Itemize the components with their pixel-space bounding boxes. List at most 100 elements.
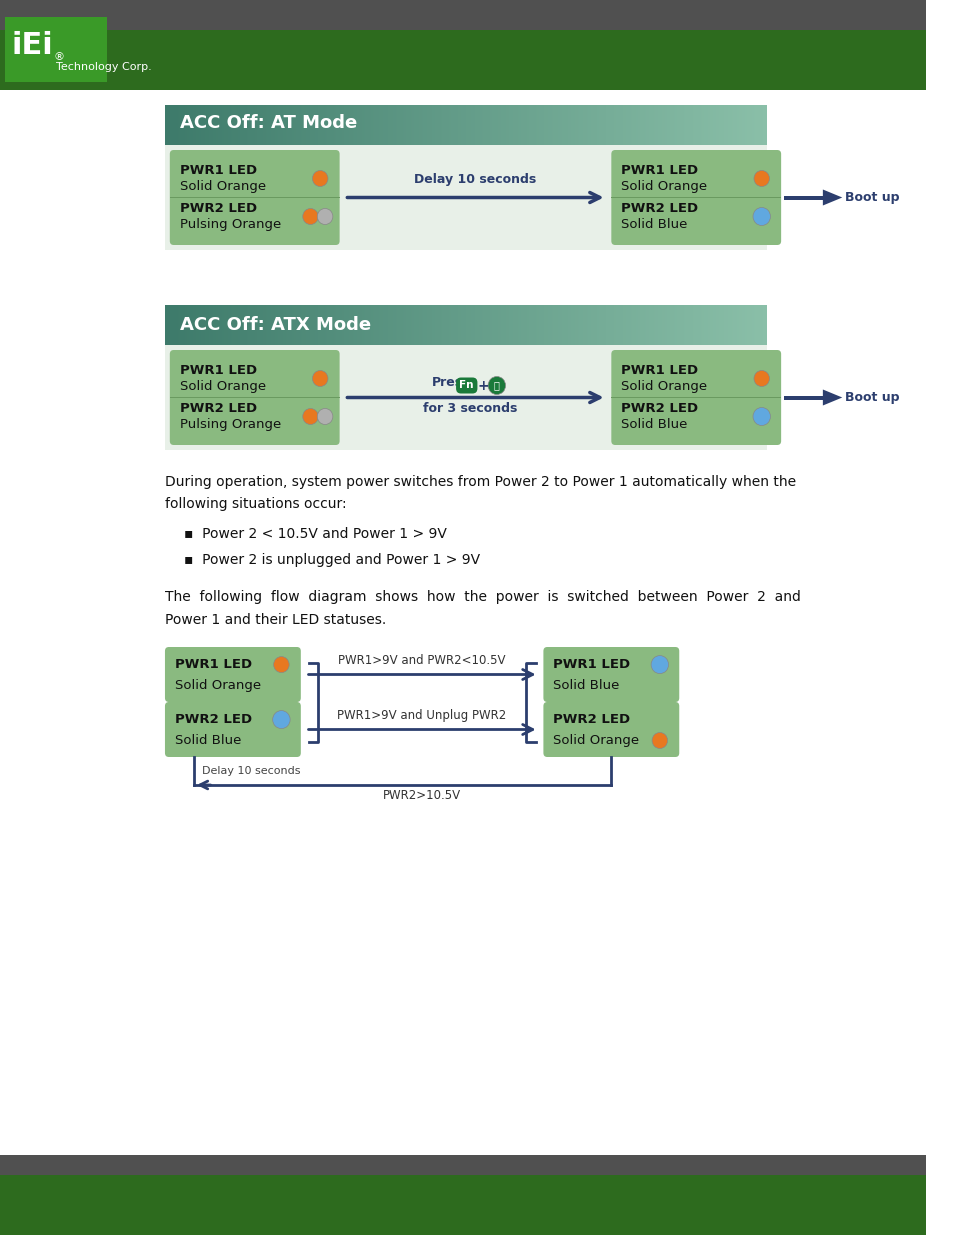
Bar <box>624 105 625 144</box>
Bar <box>591 105 592 144</box>
Bar <box>539 105 540 144</box>
Bar <box>442 305 443 345</box>
Bar <box>373 105 374 144</box>
Bar <box>468 105 469 144</box>
Bar <box>385 305 386 345</box>
Bar <box>729 105 730 144</box>
Bar <box>347 105 348 144</box>
Bar <box>230 305 231 345</box>
Bar <box>613 305 614 345</box>
Bar <box>657 105 658 144</box>
Bar <box>558 105 559 144</box>
Bar <box>553 105 554 144</box>
Bar <box>465 105 466 144</box>
Bar <box>215 105 216 144</box>
Bar <box>570 305 571 345</box>
Bar <box>620 105 621 144</box>
Bar <box>201 305 202 345</box>
Bar <box>498 305 499 345</box>
Bar <box>320 305 321 345</box>
Bar <box>577 105 578 144</box>
Bar <box>272 305 273 345</box>
Text: Fn: Fn <box>459 380 474 390</box>
Bar <box>246 305 247 345</box>
Bar <box>170 305 171 345</box>
Text: following situations occur:: following situations occur: <box>165 496 346 511</box>
Bar <box>734 105 735 144</box>
Bar <box>256 105 257 144</box>
Bar <box>758 305 759 345</box>
Bar <box>338 105 339 144</box>
Bar <box>665 305 666 345</box>
Bar <box>751 305 752 345</box>
Bar <box>328 105 329 144</box>
Bar <box>614 305 615 345</box>
Bar <box>677 305 678 345</box>
Bar <box>497 305 498 345</box>
Bar <box>567 105 568 144</box>
Bar <box>194 305 195 345</box>
Bar <box>361 305 362 345</box>
Bar <box>456 305 457 345</box>
Bar <box>686 305 687 345</box>
Bar <box>636 105 637 144</box>
Bar <box>666 105 667 144</box>
Bar <box>174 305 175 345</box>
Bar <box>675 305 676 345</box>
Bar <box>391 305 392 345</box>
Text: Delay 10 seconds: Delay 10 seconds <box>414 173 536 185</box>
Bar <box>416 105 417 144</box>
Bar <box>514 105 515 144</box>
Bar <box>290 305 291 345</box>
Bar <box>543 305 544 345</box>
Bar <box>431 105 432 144</box>
Bar <box>432 105 433 144</box>
Bar <box>430 105 431 144</box>
Bar <box>312 105 313 144</box>
Bar <box>569 105 570 144</box>
Bar <box>239 105 240 144</box>
Bar <box>407 105 408 144</box>
Bar <box>608 105 609 144</box>
Bar <box>649 105 651 144</box>
Bar <box>396 105 397 144</box>
Bar <box>736 105 737 144</box>
Bar <box>737 105 738 144</box>
Bar <box>601 105 602 144</box>
Bar <box>252 305 253 345</box>
Bar <box>256 305 257 345</box>
Bar <box>381 105 382 144</box>
Bar <box>364 305 365 345</box>
Bar <box>448 305 449 345</box>
Bar <box>222 305 223 345</box>
Bar <box>549 105 550 144</box>
Bar <box>722 305 723 345</box>
Bar <box>187 305 188 345</box>
Bar <box>612 305 613 345</box>
Bar <box>457 105 458 144</box>
Bar <box>739 105 740 144</box>
Bar <box>685 305 686 345</box>
Bar <box>368 105 369 144</box>
Bar <box>550 305 551 345</box>
Bar <box>598 105 599 144</box>
Bar <box>701 105 702 144</box>
Bar <box>728 305 729 345</box>
Bar <box>382 305 383 345</box>
Bar <box>223 105 224 144</box>
Bar <box>711 305 712 345</box>
Bar <box>230 105 231 144</box>
Bar <box>458 305 459 345</box>
Bar <box>667 305 668 345</box>
Bar <box>314 105 315 144</box>
Bar <box>759 305 760 345</box>
Bar <box>583 105 584 144</box>
Bar <box>507 305 508 345</box>
Bar <box>319 305 320 345</box>
Bar <box>707 105 708 144</box>
Bar <box>299 305 300 345</box>
Bar <box>522 105 523 144</box>
Bar <box>727 305 728 345</box>
Bar <box>397 105 398 144</box>
Bar <box>477 105 478 144</box>
